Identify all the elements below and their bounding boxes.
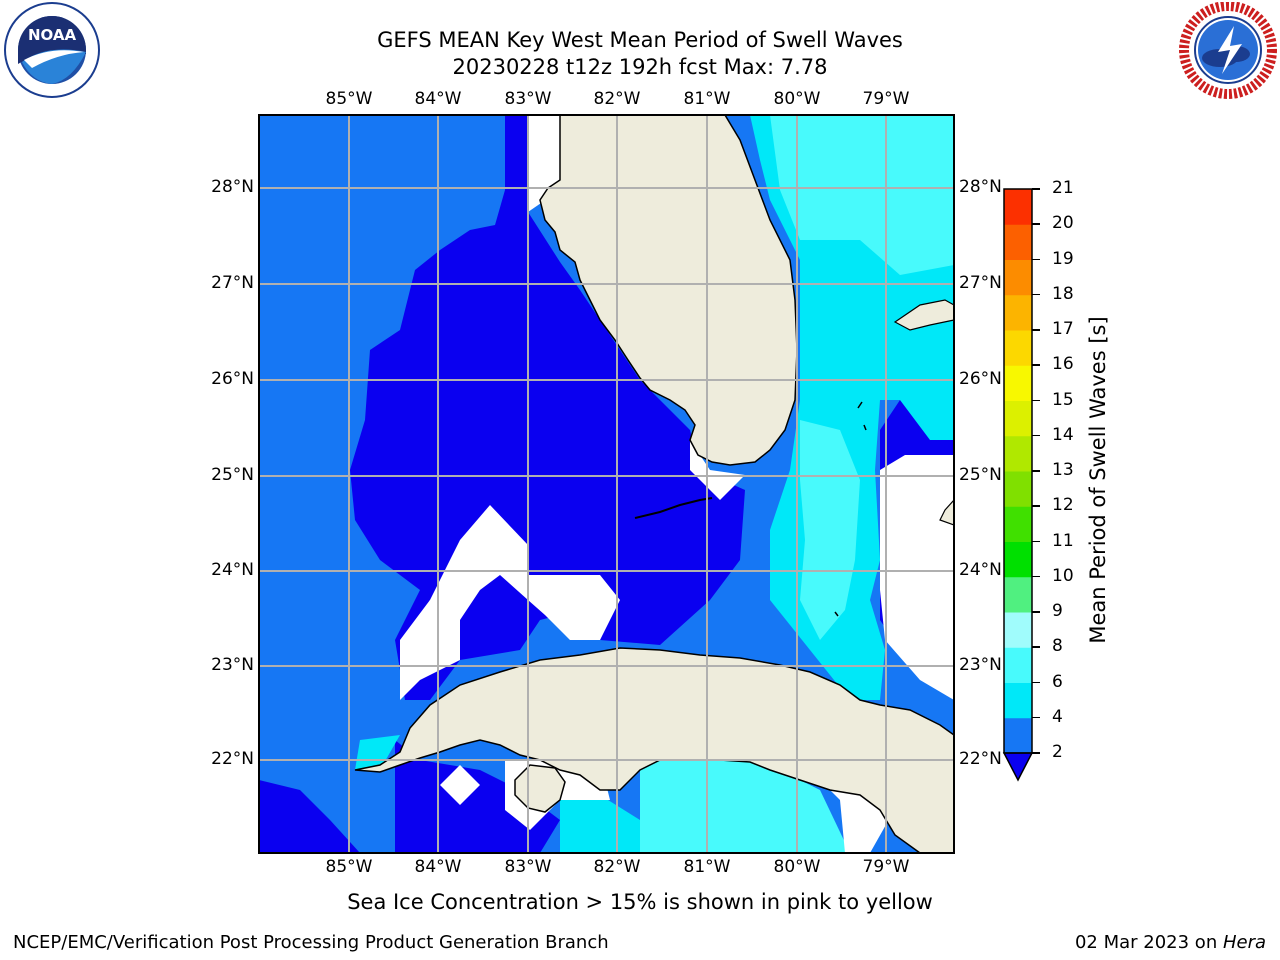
- lon-label-bottom: 81°W: [683, 857, 731, 877]
- colorbar-swatch: [1004, 330, 1032, 366]
- colorbar-tick-mark: [1032, 575, 1040, 578]
- colorbar-tick-mark: [1032, 364, 1040, 366]
- colorbar-tick-mark: [1032, 611, 1040, 613]
- lon-label-top: 80°W: [773, 89, 821, 109]
- lon-label-bottom: 83°W: [504, 857, 552, 877]
- map-frame: [258, 114, 955, 854]
- lon-label-bottom: 80°W: [773, 857, 821, 877]
- lon-label-top: 85°W: [325, 89, 373, 109]
- colorbar-tick-mark: [1032, 188, 1040, 190]
- chart-subtitle: 20230228 t12z 192h fcst Max: 7.78: [452, 55, 828, 79]
- lon-label-top: 82°W: [593, 89, 641, 109]
- period-below-2-region: [350, 115, 745, 700]
- lat-label-right: 26°N: [959, 369, 1002, 389]
- colorbar-tick-mark: [1032, 434, 1040, 437]
- lat-label-right: 22°N: [959, 749, 1002, 769]
- lat-label-right: 24°N: [959, 560, 1002, 580]
- colorbar-tick-mark: [1032, 293, 1040, 296]
- colorbar-swatch: [1004, 471, 1032, 507]
- colorbar-tick-mark: [1032, 470, 1040, 472]
- noaa-logo-icon: NOAA: [4, 2, 100, 98]
- footer-date: 02 Mar 2023 on Hera: [1075, 932, 1266, 953]
- colorbar-swatch: [1004, 506, 1032, 542]
- colorbar-swatch: [1004, 294, 1032, 331]
- graticule: [259, 115, 954, 853]
- colorbar-tick-label: 21: [1052, 178, 1074, 198]
- chart-title: GEFS MEAN Key West Mean Period of Swell …: [377, 28, 903, 52]
- colorbar-tick-mark: [1032, 399, 1040, 401]
- footer-credit: NCEP/EMC/Verification Post Processing Pr…: [13, 932, 609, 953]
- colorbar-tick-label: 6: [1052, 671, 1063, 692]
- colorbar: [1002, 188, 1034, 782]
- noaa-logo-text: NOAA: [28, 26, 77, 44]
- colorbar-label: Mean Period of Swell Waves [s]: [1086, 316, 1110, 644]
- colorbar-swatch: [1004, 400, 1032, 437]
- colorbar-tick-label: 17: [1052, 319, 1074, 339]
- colorbar-swatch: [1004, 435, 1032, 472]
- colorbar-swatch: [1004, 717, 1032, 754]
- lat-label-left: 24°N: [211, 560, 254, 580]
- lon-label-bottom: 82°W: [593, 857, 641, 877]
- colorbar-tick-label: 15: [1052, 389, 1074, 410]
- lon-label-bottom: 79°W: [862, 857, 910, 877]
- lon-label-top: 81°W: [683, 89, 731, 109]
- colorbar-swatch: [1004, 612, 1032, 648]
- lat-label-left: 28°N: [211, 177, 254, 197]
- colorbar-swatch: [1004, 576, 1032, 613]
- lon-label-top: 84°W: [414, 89, 462, 109]
- lat-label-left: 22°N: [211, 749, 254, 769]
- lon-label-top: 83°W: [504, 89, 552, 109]
- colorbar-tick-mark: [1032, 329, 1040, 331]
- colorbar-swatch: [1004, 224, 1032, 260]
- lon-label-top: 79°W: [862, 89, 910, 109]
- colorbar-swatch: [1004, 259, 1032, 296]
- colorbar-tick-label: 19: [1052, 248, 1074, 269]
- footer-date-text: 02 Mar 2023 on: [1074, 932, 1223, 953]
- colorbar-tick-label: 13: [1052, 460, 1074, 480]
- colorbar-tick-mark: [1032, 258, 1040, 260]
- lat-label-right: 28°N: [959, 177, 1002, 197]
- colorbar-tick-label: 11: [1052, 530, 1074, 551]
- lat-label-right: 27°N: [959, 273, 1002, 293]
- colorbar-tick-label: 9: [1052, 601, 1063, 621]
- lat-label-left: 23°N: [211, 655, 254, 675]
- colorbar-tick-label: 14: [1052, 424, 1074, 445]
- colorbar-tick-mark: [1032, 646, 1040, 648]
- colorbar-swatch: [1004, 647, 1032, 683]
- lon-label-bottom: 85°W: [325, 857, 373, 877]
- colorbar-tick-label: 20: [1052, 213, 1074, 234]
- colorbar-tick-label: 12: [1052, 495, 1074, 516]
- colorbar-swatch: [1004, 541, 1032, 578]
- colorbar-tick-mark: [1032, 752, 1040, 754]
- colorbar-tick-mark: [1032, 681, 1040, 683]
- lat-label-left: 27°N: [211, 273, 254, 293]
- lon-label-bottom: 84°W: [414, 857, 462, 877]
- colorbar-tick-label: 2: [1052, 742, 1063, 762]
- florida-land: [539, 115, 798, 466]
- cuba-land: [354, 647, 954, 853]
- colorbar-tick-label: 8: [1052, 636, 1063, 657]
- colorbar-swatch: [1004, 682, 1032, 719]
- lat-label-left: 25°N: [211, 465, 254, 485]
- colorbar-swatch: [1004, 189, 1032, 225]
- colorbar-tick-mark: [1032, 540, 1040, 542]
- colorbar-tick-mark: [1032, 716, 1040, 719]
- colorbar-tick-mark: [1032, 505, 1040, 507]
- footer-host: Hera: [1222, 932, 1266, 953]
- colorbar-tick-label: 10: [1052, 565, 1074, 586]
- colorbar-tick-label: 4: [1052, 706, 1063, 727]
- lat-label-right: 25°N: [959, 465, 1002, 485]
- colorbar-swatch: [1004, 365, 1032, 401]
- lat-label-left: 26°N: [211, 369, 254, 389]
- colorbar-tick-mark: [1032, 223, 1040, 225]
- colorbar-tick-label: 18: [1052, 283, 1074, 304]
- nws-logo-icon: [1179, 2, 1277, 99]
- colorbar-tick-label: 16: [1052, 354, 1074, 375]
- colorbar-extend-arrow: [1002, 752, 1034, 782]
- lat-label-right: 23°N: [959, 655, 1002, 675]
- sea-ice-note: Sea Ice Concentration > 15% is shown in …: [347, 890, 933, 914]
